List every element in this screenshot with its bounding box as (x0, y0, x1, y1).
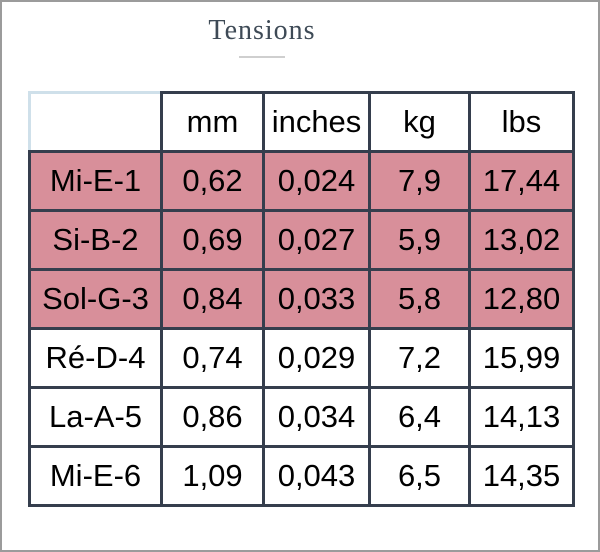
table-row: Sol-G-3 0,84 0,033 5,8 12,80 (28, 268, 575, 330)
cell-inches: 0,027 (262, 209, 371, 271)
cell-kg: 5,8 (368, 268, 471, 330)
tensions-table: mm inches kg lbs Mi-E-1 0,62 0,024 7,9 1… (28, 91, 575, 507)
cell-lbs: 14,35 (468, 445, 575, 507)
cell-lbs: 14,13 (468, 386, 575, 448)
table-row: Mi-E-1 0,62 0,024 7,9 17,44 (28, 150, 575, 212)
table-header-row: mm inches kg lbs (28, 91, 575, 153)
table-row: Ré-D-4 0,74 0,029 7,2 15,99 (28, 327, 575, 389)
header-block: Tensions (2, 15, 522, 58)
column-header-blank (28, 91, 163, 153)
cell-mm: 1,09 (160, 445, 265, 507)
cell-lbs: 17,44 (468, 150, 575, 212)
row-label: Mi-E-6 (28, 445, 163, 507)
cell-mm: 0,69 (160, 209, 265, 271)
row-label: La-A-5 (28, 386, 163, 448)
cell-kg: 5,9 (368, 209, 471, 271)
cell-inches: 0,024 (262, 150, 371, 212)
page-title: Tensions (208, 15, 316, 46)
cell-mm: 0,74 (160, 327, 265, 389)
cell-mm: 0,86 (160, 386, 265, 448)
cell-lbs: 15,99 (468, 327, 575, 389)
column-header-inches: inches (262, 91, 371, 153)
cell-kg: 7,2 (368, 327, 471, 389)
cell-lbs: 13,02 (468, 209, 575, 271)
cell-inches: 0,043 (262, 445, 371, 507)
column-header-lbs: lbs (468, 91, 575, 153)
table-row: Si-B-2 0,69 0,027 5,9 13,02 (28, 209, 575, 271)
cell-inches: 0,029 (262, 327, 371, 389)
cell-mm: 0,62 (160, 150, 265, 212)
column-header-kg: kg (368, 91, 471, 153)
cell-inches: 0,034 (262, 386, 371, 448)
row-label: Si-B-2 (28, 209, 163, 271)
cell-mm: 0,84 (160, 268, 265, 330)
row-label: Sol-G-3 (28, 268, 163, 330)
cell-inches: 0,033 (262, 268, 371, 330)
cell-kg: 6,5 (368, 445, 471, 507)
title-divider (239, 56, 285, 58)
cell-lbs: 12,80 (468, 268, 575, 330)
cell-kg: 7,9 (368, 150, 471, 212)
table-row: Mi-E-6 1,09 0,043 6,5 14,35 (28, 445, 575, 507)
row-label: Mi-E-1 (28, 150, 163, 212)
table-row: La-A-5 0,86 0,034 6,4 14,13 (28, 386, 575, 448)
cell-kg: 6,4 (368, 386, 471, 448)
column-header-mm: mm (160, 91, 265, 153)
row-label: Ré-D-4 (28, 327, 163, 389)
